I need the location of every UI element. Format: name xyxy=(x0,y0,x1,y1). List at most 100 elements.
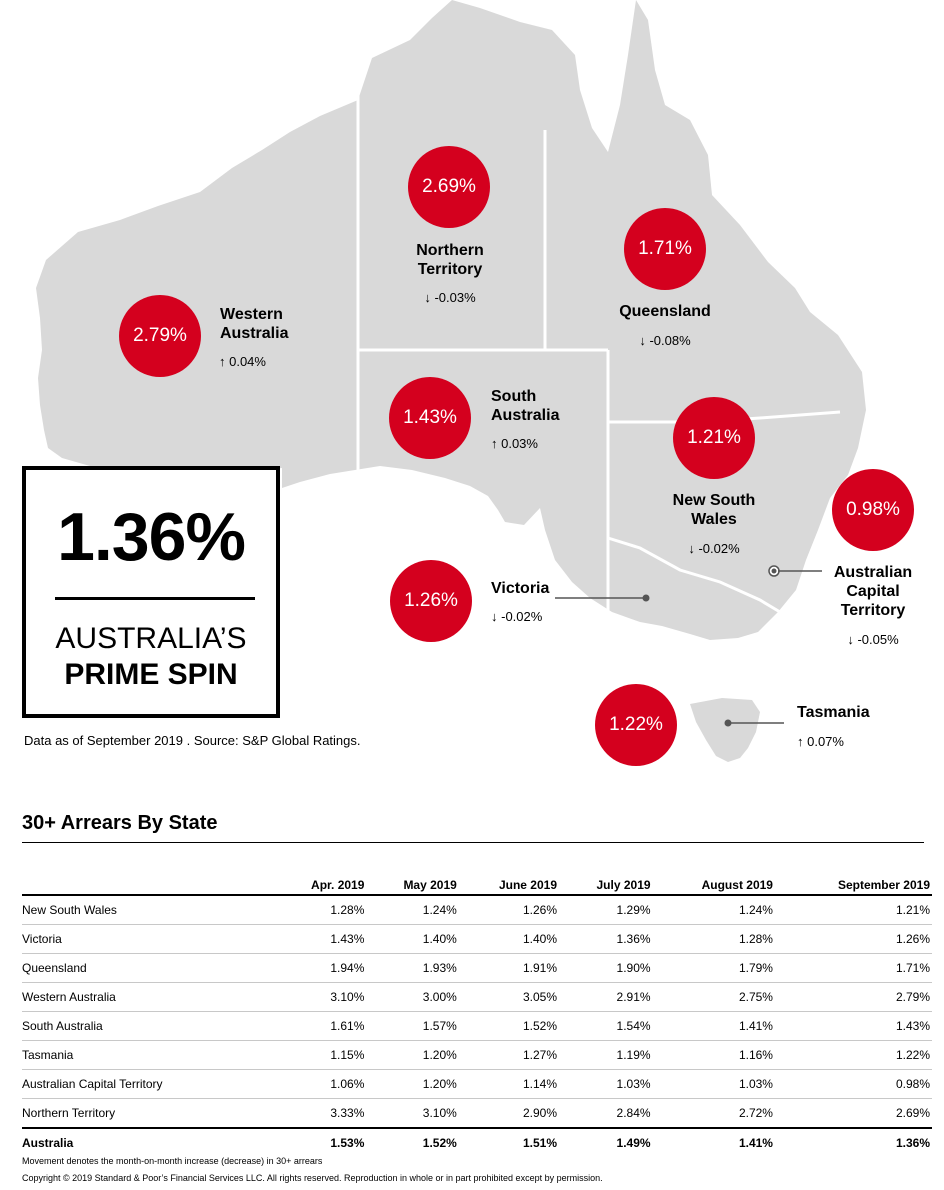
cell: 3.10% xyxy=(422,1106,457,1120)
sa-value-circle: 1.43% xyxy=(389,377,471,459)
australia-map xyxy=(36,0,866,762)
cell: 1.24% xyxy=(366,895,459,925)
tas-change: ↑ 0.07% xyxy=(797,734,844,749)
cell: 1.14% xyxy=(458,1069,560,1099)
cell: 1.93% xyxy=(366,953,459,983)
sa-name: South Australia xyxy=(491,388,560,424)
vic-value-circle: 1.26% xyxy=(390,560,472,642)
callout-line2: PRIME SPIN xyxy=(64,658,238,691)
callout-line1: AUSTRALIA’S xyxy=(55,622,247,655)
total-cell: 1.52% xyxy=(366,1127,459,1157)
row-state: Australian Capital Territory xyxy=(22,1069,274,1099)
movement-footnote: Movement denotes the month-on-month incr… xyxy=(22,1156,323,1166)
table-row: Victoria 1.43% 1.40% 1.40% 1.36% 1.28% 1… xyxy=(22,924,932,954)
cell: 1.52% xyxy=(458,1011,560,1041)
col-header-state xyxy=(22,866,274,895)
col-header-apr: Apr. 2019 xyxy=(311,878,365,892)
row-state: Tasmania xyxy=(22,1040,274,1070)
cell: 1.03% xyxy=(652,1069,775,1099)
tasmania-shape xyxy=(690,698,760,762)
cell: 1.57% xyxy=(366,1011,459,1041)
qld-value-circle: 1.71% xyxy=(624,208,706,290)
row-state: Western Australia xyxy=(22,982,274,1012)
cell: 2.91% xyxy=(559,982,653,1012)
cell: 1.41% xyxy=(652,1011,775,1041)
cell: 1.16% xyxy=(652,1040,775,1070)
cell: 2.79% xyxy=(774,982,932,1012)
col-header-may: May 2019 xyxy=(403,878,457,892)
table-row: New South Wales 1.28% 1.24% 1.26% 1.29% … xyxy=(22,895,932,925)
qld-change: ↓ -0.08% xyxy=(639,333,691,348)
total-cell: 1.36% xyxy=(774,1127,932,1157)
total-cell: 1.51% xyxy=(458,1127,560,1157)
cell: 1.94% xyxy=(274,953,367,983)
state-borders xyxy=(356,95,841,614)
cell: 3.10% xyxy=(274,982,367,1012)
col-header-sep: September 2019 xyxy=(837,878,930,892)
row-state: Queensland xyxy=(22,953,274,983)
nt-change: ↓ -0.03% xyxy=(424,290,476,305)
row-state: Northern Territory xyxy=(22,1106,116,1120)
wa-change: ↑ 0.04% xyxy=(219,354,266,369)
vic-change: ↓ -0.02% xyxy=(491,609,543,624)
cell: 2.75% xyxy=(652,982,775,1012)
cell: 1.61% xyxy=(274,1011,367,1041)
table-total-row: Australia 1.53% 1.52% 1.51% 1.49% 1.41% … xyxy=(22,1127,932,1157)
arrears-table: Apr. 2019 May 2019 June 2019 July 2019 A… xyxy=(22,866,932,1157)
row-state: South Australia xyxy=(22,1011,274,1041)
cell: 2.84% xyxy=(616,1106,651,1120)
cell: 1.26% xyxy=(458,895,560,925)
vic-name: Victoria xyxy=(491,580,550,597)
tas-name: Tasmania xyxy=(797,704,870,721)
col-header-jul: July 2019 xyxy=(596,878,651,892)
cell: 1.15% xyxy=(274,1040,367,1070)
act-value-circle: 0.98% xyxy=(832,469,914,551)
mainland-shape xyxy=(36,0,866,640)
table-row: Queensland 1.94% 1.93% 1.91% 1.90% 1.79%… xyxy=(22,953,932,983)
title-divider xyxy=(22,842,924,843)
cell: 2.72% xyxy=(738,1106,773,1120)
nt-value-circle: 2.69% xyxy=(408,146,490,228)
cell: 1.91% xyxy=(458,953,560,983)
cell: 1.21% xyxy=(774,895,932,925)
cell: 1.24% xyxy=(652,895,775,925)
act-name: Australian Capital Territory xyxy=(833,564,913,619)
copyright-footnote: Copyright © 2019 Standard & Poor’s Finan… xyxy=(22,1173,603,1183)
cell: 1.20% xyxy=(366,1040,459,1070)
nsw-change: ↓ -0.02% xyxy=(688,541,740,556)
table-title: 30+ Arrears By State xyxy=(22,812,218,834)
nsw-value-circle: 1.21% xyxy=(673,397,755,479)
cell: 2.69% xyxy=(895,1106,930,1120)
col-header-jun: June 2019 xyxy=(498,878,558,892)
cell: 1.40% xyxy=(366,924,459,954)
total-cell: 1.49% xyxy=(559,1127,653,1157)
cell: 1.29% xyxy=(559,895,653,925)
qld-name: Queensland xyxy=(619,303,711,320)
row-state: Victoria xyxy=(22,924,274,954)
table-row: Northern Territory 3.33% 3.10% 2.90% 2.8… xyxy=(22,1099,932,1129)
total-cell: 1.53% xyxy=(274,1127,367,1157)
cell: 1.43% xyxy=(774,1011,932,1041)
cell: 1.43% xyxy=(274,924,367,954)
national-value: 1.36% xyxy=(57,499,246,575)
cell: 1.28% xyxy=(652,924,775,954)
cell: 1.40% xyxy=(458,924,560,954)
cell: 1.79% xyxy=(652,953,775,983)
leader-lines xyxy=(555,570,822,724)
nt-name: Northern Territory xyxy=(416,242,484,278)
total-cell: 1.41% xyxy=(652,1127,775,1157)
cell: 1.19% xyxy=(559,1040,653,1070)
cell: 1.90% xyxy=(559,953,653,983)
cell: 3.33% xyxy=(330,1106,365,1120)
cell: 0.98% xyxy=(774,1069,932,1099)
cell: 1.06% xyxy=(274,1069,367,1099)
cell: 1.20% xyxy=(366,1069,459,1099)
table-row: Australian Capital Territory 1.06% 1.20%… xyxy=(22,1069,932,1099)
total-label: Australia xyxy=(22,1127,274,1157)
col-header-aug: August 2019 xyxy=(701,878,773,892)
cell: 1.03% xyxy=(559,1069,653,1099)
row-state: New South Wales xyxy=(22,895,274,925)
cell: 1.28% xyxy=(274,895,367,925)
cell: 3.05% xyxy=(458,982,560,1012)
sa-change: ↑ 0.03% xyxy=(491,436,538,451)
